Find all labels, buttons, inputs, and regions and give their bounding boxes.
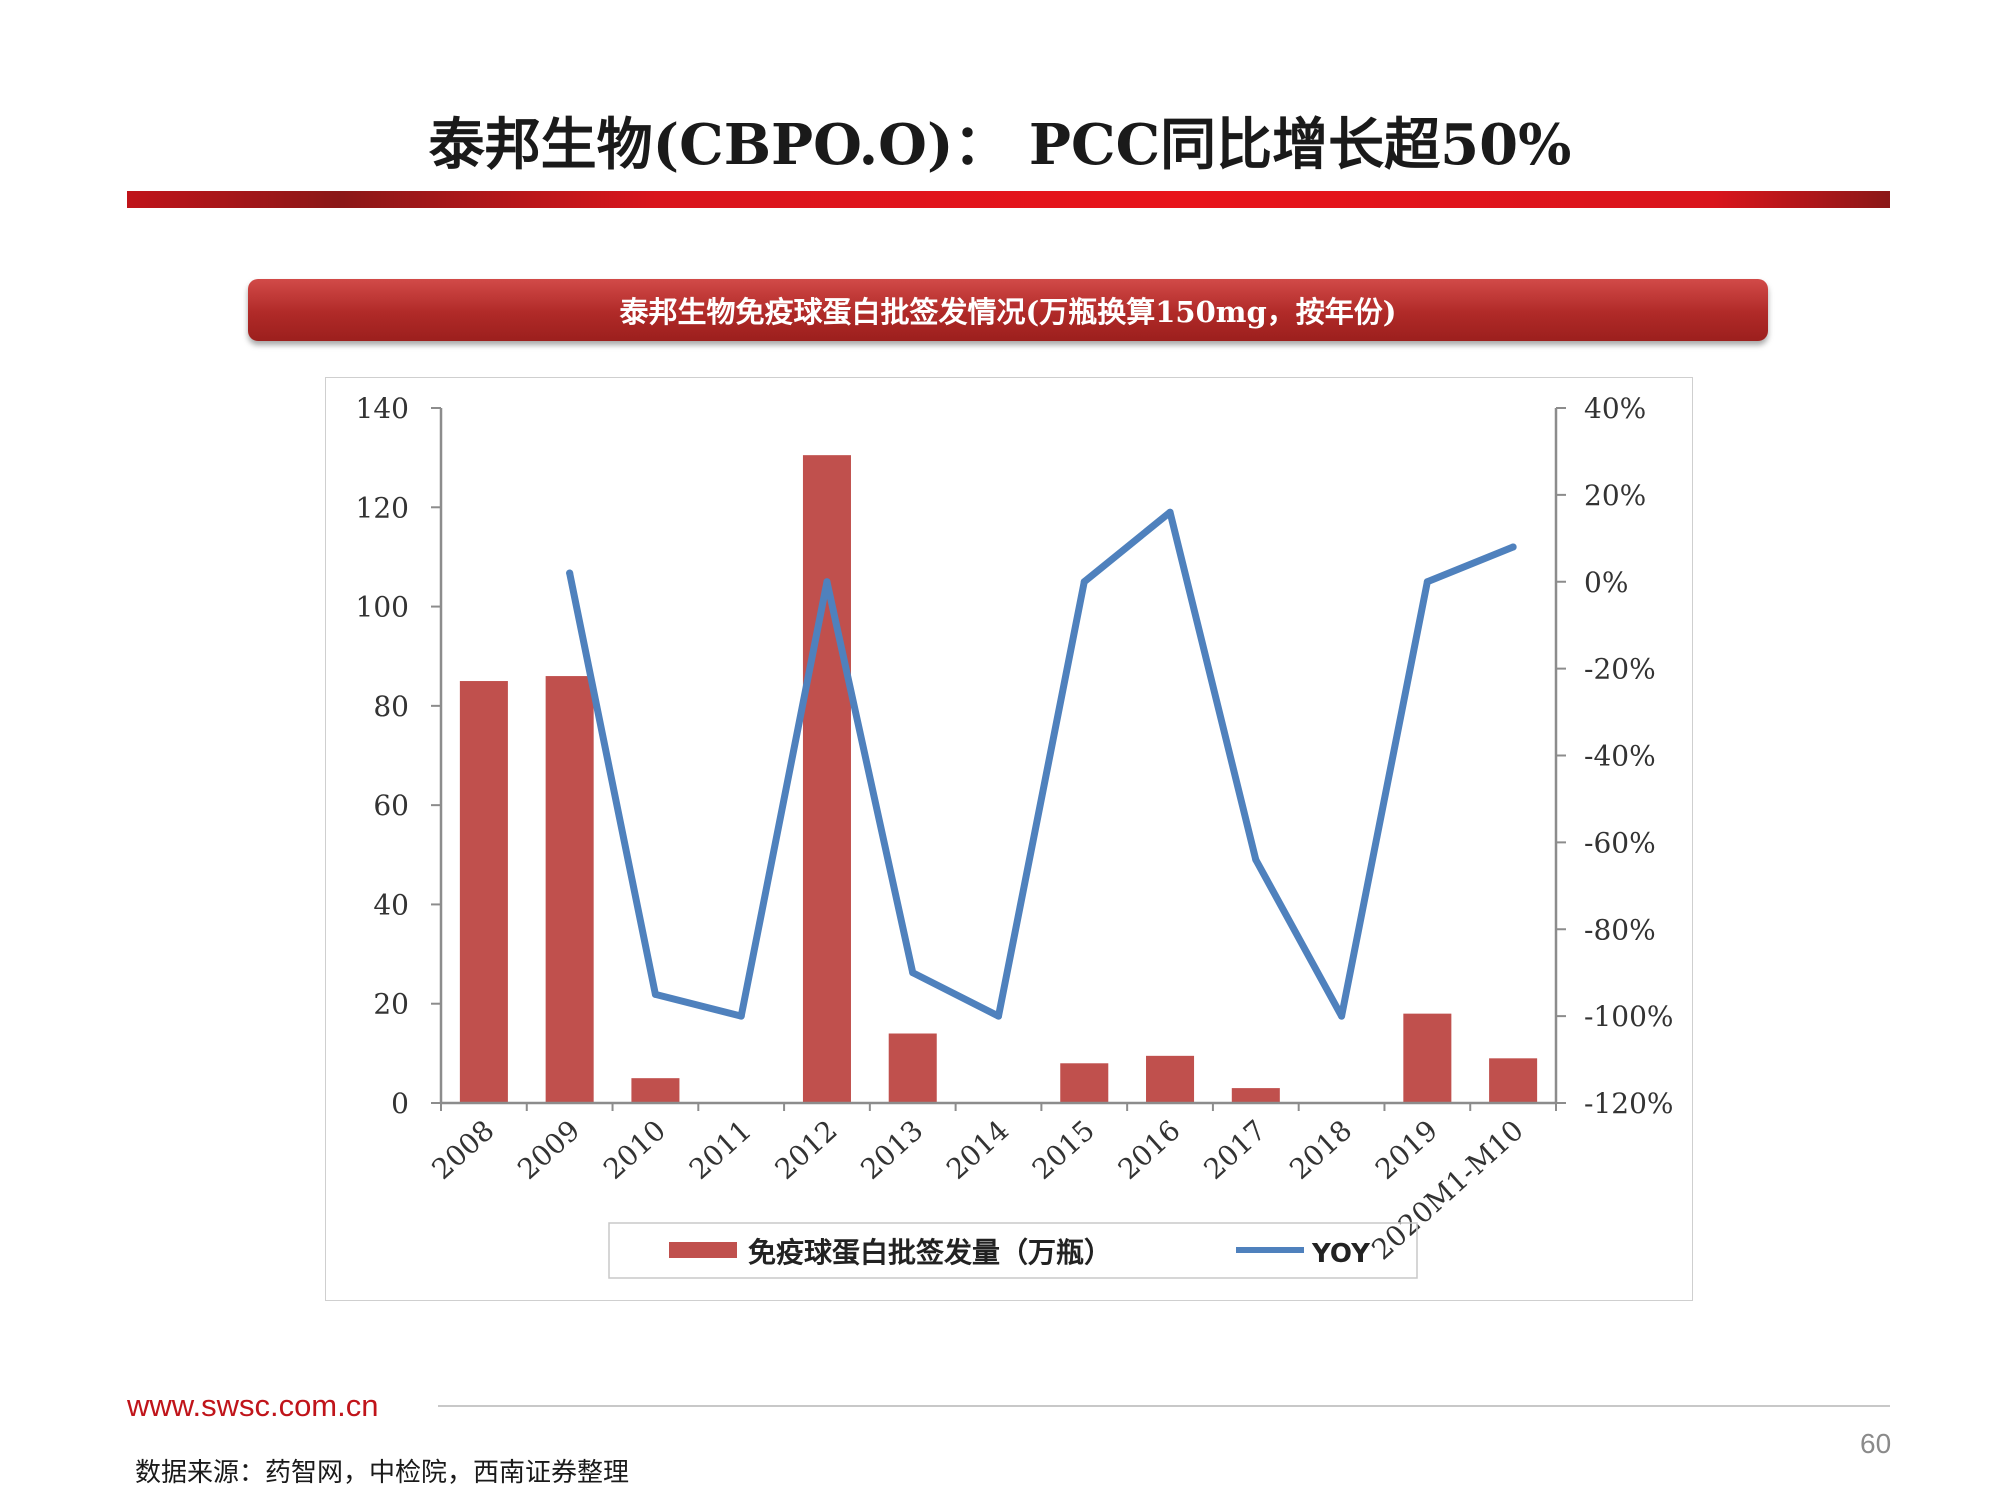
bar-2013	[888, 1033, 937, 1103]
x-label-2020M1-M10: 2020M1-M10	[1365, 1114, 1529, 1267]
bar-2016	[1146, 1055, 1195, 1103]
source-note: 数据来源：药智网，中检院，西南证券整理	[135, 1458, 630, 1488]
left-tick-label: 80	[373, 690, 409, 723]
x-label-2010: 2010	[597, 1114, 672, 1186]
left-tick-label: 20	[373, 988, 409, 1021]
combo-chart: 0 20 40 60 80 100 120 140 -120% -100% -80% -60% -40%…	[356, 392, 1674, 1279]
yoy-line	[566, 508, 1517, 1020]
bar-2019	[1403, 1013, 1452, 1103]
left-tick-label: 60	[373, 789, 409, 822]
x-label-2015: 2015	[1026, 1114, 1101, 1186]
yoy-line-series	[566, 508, 1517, 1020]
yoy-point-2013	[909, 969, 917, 977]
right-tick-label: -20%	[1584, 653, 1656, 686]
yoy-point-2019	[1423, 578, 1431, 586]
footer-url[interactable]: www.swsc.com.cn	[127, 1388, 379, 1423]
bar-2015	[1060, 1063, 1109, 1103]
legend-bar-label: 免疫球蛋白批签发量（万瓶）	[748, 1236, 1112, 1269]
yoy-point-2010	[651, 990, 659, 998]
footer-divider	[438, 1405, 1890, 1407]
yoy-point-2014	[995, 1012, 1002, 1020]
left-tick-label: 120	[356, 491, 409, 524]
left-tick-label: 100	[356, 591, 409, 624]
right-tick-label: -100%	[1584, 1000, 1674, 1033]
page-title: 泰邦生物(CBPO.O)： PCC同比增长超50%	[428, 112, 1572, 178]
x-label-2014: 2014	[940, 1114, 1015, 1186]
x-label-2016: 2016	[1112, 1114, 1187, 1186]
legend-box	[608, 1222, 1418, 1279]
x-label-2009: 2009	[511, 1114, 586, 1186]
x-label-2019: 2019	[1369, 1114, 1444, 1186]
x-label-2013: 2013	[854, 1114, 929, 1186]
right-tick-label: -80%	[1584, 913, 1656, 946]
right-tick-label: 20%	[1584, 479, 1646, 512]
yoy-point-2011	[737, 1012, 745, 1020]
bar-2010	[631, 1078, 680, 1103]
yoy-point-2015	[1080, 578, 1088, 586]
x-label-2011: 2011	[683, 1114, 758, 1186]
right-tick-label: 40%	[1584, 392, 1646, 425]
bar-2017	[1231, 1088, 1280, 1103]
title-divider	[127, 191, 1890, 208]
yoy-point-2012	[823, 578, 831, 586]
right-tick-label: 0%	[1584, 566, 1628, 599]
left-tick-label: 40	[373, 888, 409, 921]
x-label-2012: 2012	[769, 1114, 844, 1186]
chart-banner: 泰邦生物免疫球蛋白批签发情况(万瓶换算150mg，按年份)	[248, 279, 1768, 341]
page-number: 60	[1860, 1428, 1892, 1459]
chart-axes: 0 20 40 60 80 100 120 140 -120% -100% -80% -60% -40%…	[356, 392, 1674, 1120]
yoy-point-2020M1-M10	[1509, 543, 1517, 551]
left-tick-label: 0	[391, 1087, 409, 1120]
chart-legend: 免疫球蛋白批签发量（万瓶） YOY	[608, 1222, 1418, 1279]
right-tick-label: -60%	[1584, 826, 1656, 859]
bar-2012	[802, 455, 851, 1103]
yoy-point-2018	[1338, 1012, 1346, 1020]
yoy-point-2017	[1252, 856, 1260, 864]
legend-line-label: YOY	[1311, 1239, 1371, 1269]
chart-frame: 0 20 40 60 80 100 120 140 -120% -100% -80% -60% -40%…	[325, 377, 1693, 1301]
bar-series	[459, 455, 1538, 1103]
bar-2008	[459, 681, 508, 1103]
bar-2020M1-M10	[1489, 1058, 1538, 1103]
right-tick-label: -120%	[1584, 1087, 1674, 1120]
bar-2009	[545, 676, 594, 1103]
x-label-2017: 2017	[1197, 1114, 1272, 1186]
yoy-point-2016	[1166, 508, 1174, 516]
legend-bar-swatch	[669, 1242, 737, 1258]
left-tick-label: 140	[356, 392, 409, 425]
x-label-2018: 2018	[1283, 1114, 1358, 1186]
chart-banner-label: 泰邦生物免疫球蛋白批签发情况(万瓶换算150mg，按年份)	[619, 295, 1397, 329]
x-label-2008: 2008	[426, 1114, 501, 1186]
yoy-point-2009	[566, 569, 574, 577]
right-tick-label: -40%	[1584, 740, 1656, 773]
